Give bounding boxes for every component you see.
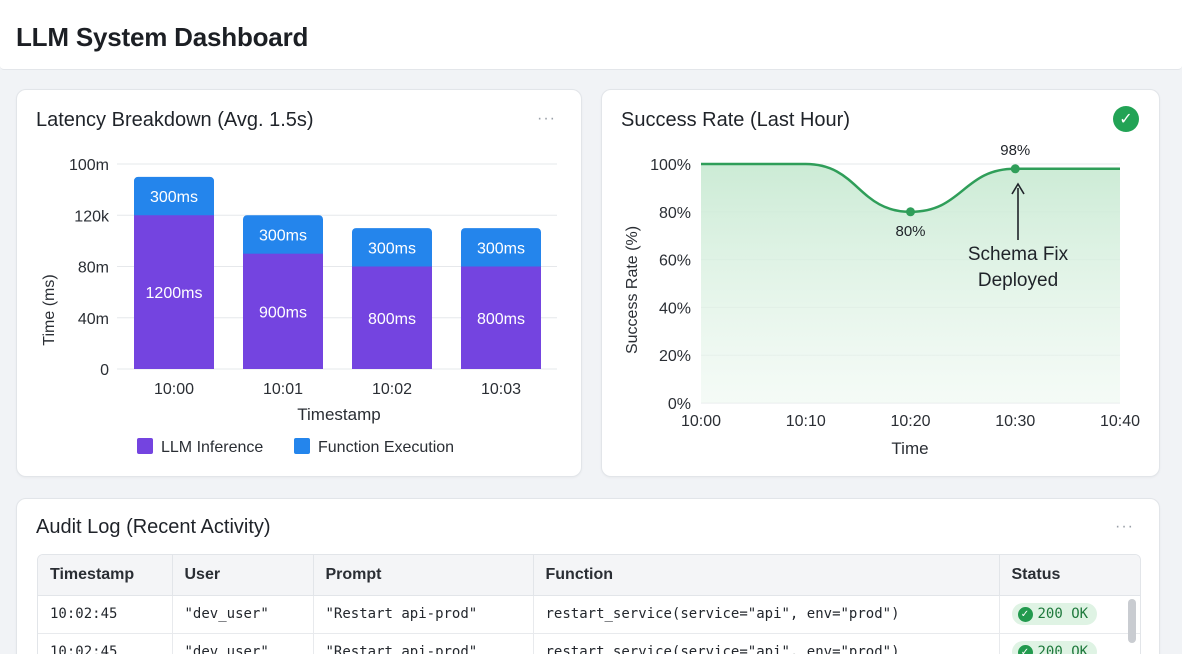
check-icon: ✓ [1017, 606, 1033, 622]
x-tick-label: 10:00 [154, 381, 194, 398]
bar-label-function: 300ms [477, 240, 525, 257]
column-header-status[interactable]: Status [999, 555, 1140, 596]
y-tick-label: 60% [659, 253, 691, 270]
legend-label-fn: Function Execution [318, 439, 454, 456]
success-area-fill [701, 164, 1120, 403]
x-tick-label: 10:40 [1100, 413, 1140, 430]
annotation-text-line2: Deployed [978, 270, 1058, 291]
bar-llm-inference[interactable] [352, 266, 432, 370]
latency-bar-chart: 0 40m 80m 120k 100m 300ms 1200ms 10:00 300ms 900… [41, 157, 557, 456]
table-header-row: Timestamp User Prompt Function Status [38, 555, 1140, 596]
data-point-label: 98% [1000, 142, 1030, 159]
y-tick-label: 80m [78, 260, 109, 277]
bar-label-function: 300ms [150, 189, 198, 206]
y-tick-label: 100m [69, 157, 109, 174]
status-badge: ✓ 200 OK [1011, 641, 1098, 654]
audit-table: Timestamp User Prompt Function Status 10… [37, 554, 1141, 654]
cell-user: "dev_user" [172, 633, 314, 654]
bar-label-llm: 800ms [368, 311, 416, 328]
bar-llm-inference[interactable] [243, 253, 323, 369]
x-axis-label-success: Time [891, 439, 928, 458]
column-header-function[interactable]: Function [533, 555, 1000, 596]
cell-status: ✓ 200 OK [999, 595, 1140, 634]
latency-card: Latency Breakdown (Avg. 1.5s) ··· 0 40m 80… [16, 89, 582, 477]
bar-label-function: 300ms [259, 227, 307, 244]
column-header-timestamp[interactable]: Timestamp [38, 555, 173, 596]
success-rate-chart: 0% 20% 40% 60% 80% 100% 10:00 10:10 10:20 10:30 10… [624, 142, 1140, 458]
success-card-title: Success Rate (Last Hour) [621, 109, 850, 131]
annotation-arrow-head [1011, 182, 1025, 195]
page-title: LLM System Dashboard [16, 22, 309, 52]
dashboard-header: LLM System Dashboard [0, 0, 1182, 70]
bar-function-execution[interactable] [134, 176, 214, 220]
bar-label-llm: 1200ms [146, 285, 203, 302]
cell-function: restart_service(service="api", env="prod… [533, 633, 1000, 654]
status-badge-label: 200 OK [1037, 606, 1089, 622]
cell-prompt: "Restart api-prod" [313, 595, 534, 634]
bar-function-execution[interactable] [461, 228, 541, 271]
x-axis-label: Timestamp [297, 405, 380, 424]
legend-label-llm: LLM Inference [161, 439, 263, 456]
x-tick-label: 10:30 [995, 413, 1035, 430]
cell-function: restart_service(service="api", env="prod… [533, 595, 1000, 634]
bar-function-execution[interactable] [243, 215, 323, 258]
latency-card-title: Latency Breakdown (Avg. 1.5s) [36, 109, 314, 131]
y-tick-label: 40m [78, 311, 109, 328]
cell-user: "dev_user" [172, 595, 314, 634]
cell-status: ✓ 200 OK [999, 633, 1140, 654]
column-header-prompt[interactable]: Prompt [313, 555, 534, 596]
x-tick-label: 10:01 [263, 381, 303, 398]
bar-label-llm: 900ms [259, 304, 307, 321]
x-tick-label: 10:00 [681, 413, 721, 430]
status-badge-label: 200 OK [1037, 644, 1089, 654]
column-header-user[interactable]: User [172, 555, 314, 596]
table-scrollbar[interactable] [1128, 599, 1136, 643]
y-tick-label: 80% [659, 205, 691, 222]
y-tick-label: 20% [659, 348, 691, 365]
legend-swatch-fn [294, 438, 310, 454]
y-tick-label: 40% [659, 300, 691, 317]
bar-llm-inference[interactable] [134, 215, 214, 369]
more-options-icon[interactable]: ··· [537, 110, 556, 127]
check-icon: ✓ [1017, 644, 1033, 654]
status-badge: ✓ 200 OK [1011, 603, 1098, 625]
cell-prompt: "Restart api-prod" [313, 633, 534, 654]
cell-timestamp: 10:02:45 [38, 595, 173, 634]
bar-label-function: 300ms [368, 240, 416, 257]
audit-card-title: Audit Log (Recent Activity) [36, 516, 271, 538]
x-tick-label: 10:02 [372, 381, 412, 398]
more-options-icon-audit[interactable]: ··· [1115, 518, 1134, 535]
data-point[interactable] [906, 207, 915, 217]
success-rate-card: Success Rate (Last Hour) ✓ 0% 20% 40% 60% 80… [601, 89, 1160, 477]
data-point[interactable] [1010, 164, 1020, 174]
bar-llm-inference[interactable] [461, 266, 541, 370]
check-circle-icon: ✓ [1113, 106, 1139, 132]
y-tick-label: 120k [74, 208, 110, 225]
audit-log-card: Audit Log (Recent Activity) ··· Timestam… [16, 498, 1160, 654]
y-axis-label-success: Success Rate (%) [624, 226, 641, 354]
y-tick-label: 0% [668, 396, 691, 413]
x-tick-label: 10:03 [481, 381, 521, 398]
table-row[interactable]: 10:02:45 "dev_user" "Restart api-prod" r… [38, 595, 1140, 634]
y-tick-label: 0 [100, 362, 109, 379]
bar-label-llm: 800ms [477, 311, 525, 328]
y-tick-label: 100% [650, 157, 691, 174]
x-tick-label: 10:10 [786, 413, 826, 430]
data-point-label: 80% [895, 223, 925, 240]
bar-function-execution[interactable] [352, 228, 432, 271]
x-tick-label: 10:20 [890, 413, 930, 430]
annotation-text-line1: Schema Fix [968, 244, 1069, 265]
legend-swatch-llm [137, 438, 153, 454]
cell-timestamp: 10:02:45 [38, 633, 173, 654]
y-axis-label: Time (ms) [41, 274, 58, 345]
table-row[interactable]: 10:02:45 "dev_user" "Restart api-prod" r… [38, 633, 1140, 654]
